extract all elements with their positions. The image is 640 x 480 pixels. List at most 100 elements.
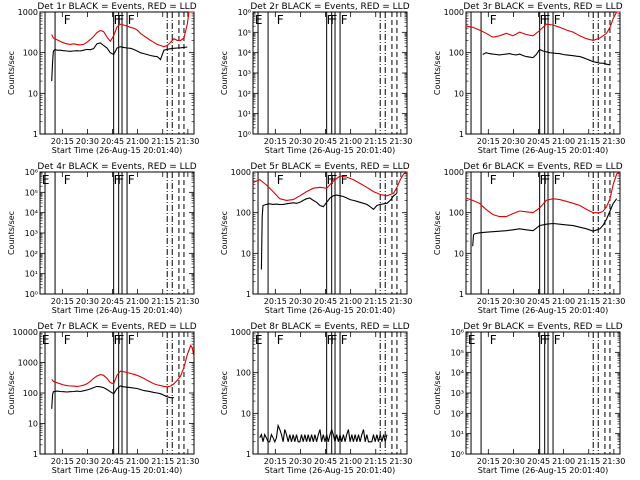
event-marker-label: F	[327, 173, 334, 187]
y-tick-label: 10²	[25, 249, 38, 258]
x-tick-label: 21:30	[176, 297, 199, 306]
panel-det-3r: Det 3r BLACK = Events, RED = LLD 1 10 100 10…	[433, 2, 625, 155]
event-marker-label: F	[543, 173, 550, 187]
y-tick-label: 10	[454, 89, 464, 98]
y-tick-label: 1	[459, 130, 464, 139]
panel-det-4r: Det 4r BLACK = Events, RED = LLD 10⁰ 10¹ 10…	[7, 162, 199, 315]
event-marker-label: E	[42, 333, 50, 347]
y-tick-label: 1000	[444, 168, 464, 177]
y-axis-title: Counts/sec	[220, 371, 229, 415]
event-rate-line	[482, 48, 611, 66]
plot-frame	[465, 331, 621, 455]
y-tick-label: 1	[33, 130, 38, 139]
y-tick-label: 10²	[238, 89, 251, 98]
event-rate-line	[259, 423, 388, 444]
lld-rate-line	[51, 11, 194, 48]
x-tick-label: 20:15	[51, 137, 74, 146]
x-tick-label: 20:15	[264, 297, 287, 306]
y-tick-label: 10⁵	[25, 188, 38, 197]
y-tick-label: 10	[454, 249, 464, 258]
event-marker-label: F	[330, 13, 337, 27]
plot-frame	[465, 171, 621, 295]
x-tick-label: 20:30	[76, 457, 99, 466]
x-tick-label: 20:30	[502, 297, 525, 306]
x-tick-label: 21:00	[339, 137, 362, 146]
y-tick-label: 100	[236, 369, 251, 378]
y-axis-title: Counts/sec	[433, 51, 442, 95]
x-axis-title: Start Time (26-Aug-15 20:01:40)	[478, 466, 609, 475]
y-tick-label: 10	[241, 249, 251, 258]
event-marker-label: F	[64, 13, 71, 27]
y-tick-label: 100	[23, 49, 38, 58]
x-tick-label: 21:30	[176, 457, 199, 466]
y-tick-label: 10³	[451, 389, 464, 398]
y-tick-label: 1000	[18, 359, 38, 368]
lld-rate-line	[465, 171, 621, 218]
x-tick-label: 20:30	[502, 457, 525, 466]
y-axis-title: Counts/sec	[220, 211, 229, 255]
x-tick-label: 21:00	[552, 297, 575, 306]
x-tick-label: 21:30	[389, 137, 412, 146]
x-tick-label: 20:45	[527, 457, 550, 466]
x-tick-label: 20:45	[314, 457, 337, 466]
y-tick-label: 1000	[444, 8, 464, 17]
x-axis-title: Start Time (26-Aug-15 20:01:40)	[265, 466, 396, 475]
x-axis-title: Start Time (26-Aug-15 20:01:40)	[265, 306, 396, 315]
panel-title: Det 5r BLACK = Events, RED = LLD	[250, 162, 409, 172]
x-tick-label: 20:15	[477, 297, 500, 306]
event-marker-label: F	[128, 13, 135, 27]
event-marker-label: F	[277, 333, 284, 347]
event-marker-label: F	[277, 13, 284, 27]
y-tick-label: 10⁵	[451, 348, 464, 357]
y-axis-title: Counts/sec	[7, 51, 16, 95]
y-tick-label: 10¹	[238, 110, 251, 119]
y-axis-title: Counts/sec	[7, 371, 16, 415]
x-tick-label: 20:30	[289, 297, 312, 306]
event-marker-label: F	[114, 333, 121, 347]
event-rate-line	[51, 385, 174, 409]
x-tick-label: 21:30	[389, 297, 412, 306]
y-tick-label: 10000	[13, 328, 38, 337]
x-tick-label: 21:15	[364, 457, 387, 466]
event-marker-label: F	[341, 13, 348, 27]
y-tick-label: 10¹	[451, 430, 464, 439]
y-tick-label: 100	[449, 49, 464, 58]
event-marker-label: F	[330, 333, 337, 347]
y-tick-label: 10	[28, 89, 38, 98]
panel-det-5r: Det 5r BLACK = Events, RED = LLD 1 10 100 10…	[220, 162, 412, 315]
panel-title: Det 2r BLACK = Events, RED = LLD	[250, 2, 409, 12]
event-marker-label: F	[114, 13, 121, 27]
y-tick-label: 10⁰	[238, 130, 251, 139]
event-marker-label: F	[117, 173, 124, 187]
y-tick-label: 10⁶	[238, 8, 251, 17]
y-tick-label: 1000	[18, 8, 38, 17]
panel-title: Det 8r BLACK = Events, RED = LLD	[250, 322, 409, 332]
plot-frame	[39, 171, 195, 295]
panel-det-8r: Det 8r BLACK = Events, RED = LLD 1 10 100 10…	[220, 322, 412, 475]
event-marker-label: F	[64, 333, 71, 347]
y-tick-label: 100	[449, 209, 464, 218]
y-tick-label: 10⁴	[238, 49, 251, 58]
y-tick-label: 10³	[25, 229, 38, 238]
y-tick-label: 10⁰	[25, 290, 38, 299]
lld-rate-line	[465, 11, 620, 41]
plot-frame	[39, 331, 195, 455]
x-tick-label: 21:15	[151, 297, 174, 306]
event-marker-label: F	[114, 173, 121, 187]
x-tick-label: 20:45	[101, 457, 124, 466]
event-marker-label: E	[255, 333, 263, 347]
x-tick-label: 21:30	[389, 457, 412, 466]
y-tick-label: 1000	[231, 328, 251, 337]
event-marker-label: F	[327, 13, 334, 27]
x-tick-label: 20:30	[289, 457, 312, 466]
y-tick-label: 10	[28, 420, 38, 429]
x-tick-label: 20:30	[76, 297, 99, 306]
x-tick-label: 21:00	[126, 297, 149, 306]
y-axis-title: Counts/sec	[220, 51, 229, 95]
event-marker-label: E	[468, 333, 476, 347]
y-tick-label: 100	[23, 389, 38, 398]
panel-det-6r: Det 6r BLACK = Events, RED = LLD 1 10 100 10…	[433, 162, 625, 315]
event-rate-line	[260, 192, 398, 270]
panel-det-7r: Det 7r BLACK = Events, RED = LLD 1 10 100 10…	[7, 322, 199, 475]
y-tick-label: 10²	[451, 409, 464, 418]
